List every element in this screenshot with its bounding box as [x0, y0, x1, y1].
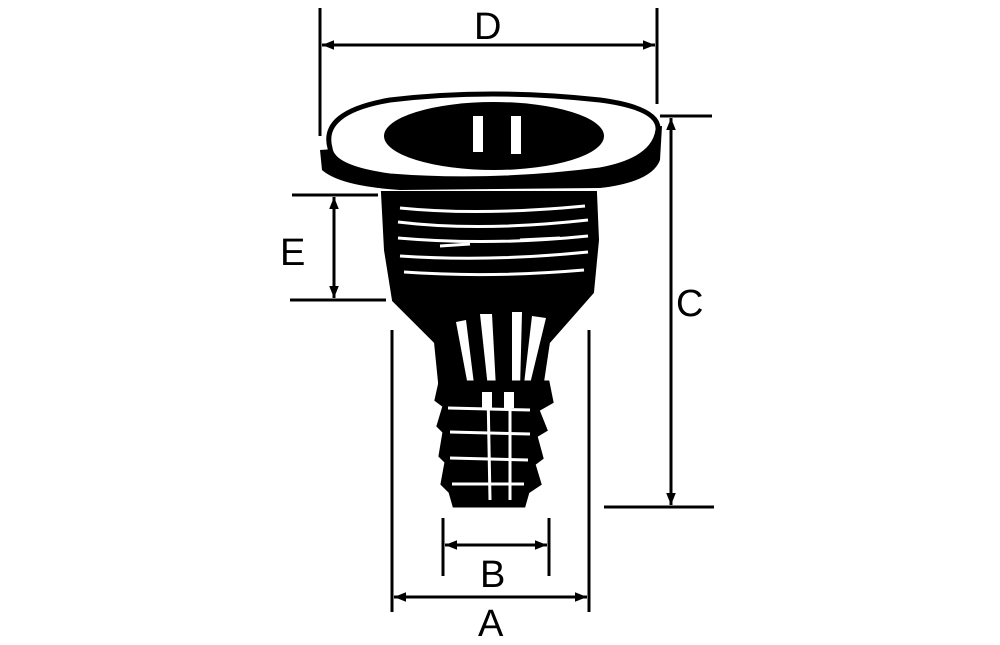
thread-marks: [397, 204, 589, 277]
label-d: D: [474, 6, 502, 48]
dimension-lines: [290, 8, 714, 612]
hose-barb: [434, 380, 554, 508]
barb-windows: [482, 392, 514, 408]
label-a: A: [478, 603, 504, 645]
fitting-illustration: [320, 91, 662, 508]
opening-slots: [473, 116, 521, 154]
flange-opening: [384, 102, 604, 170]
cone-windows: [456, 312, 546, 390]
barb-ridges: [447, 391, 531, 501]
label-b: B: [480, 554, 506, 596]
label-e: E: [280, 232, 306, 274]
label-c: C: [676, 283, 704, 325]
